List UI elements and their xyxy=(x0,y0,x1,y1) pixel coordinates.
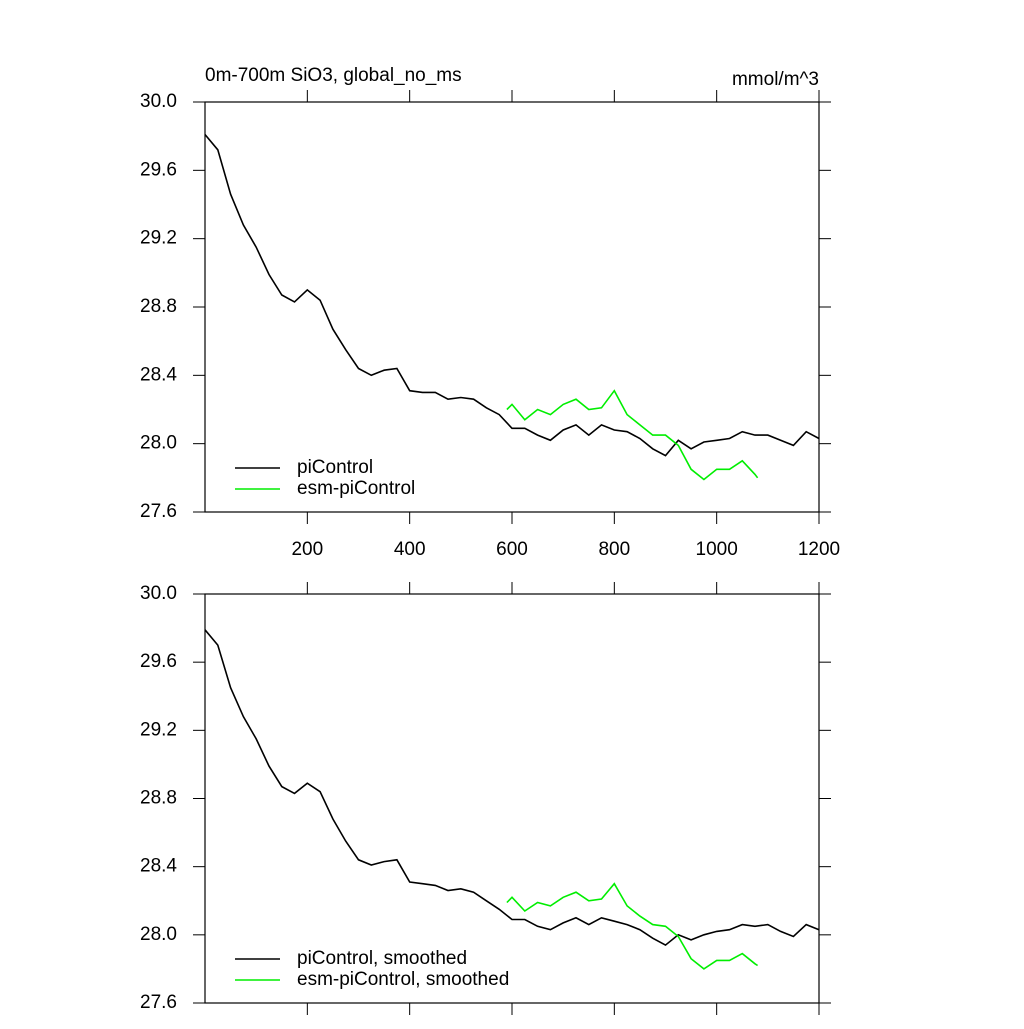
x-tick-label: 400 xyxy=(394,539,426,560)
series-line xyxy=(506,389,759,481)
x-tick-label: 1000 xyxy=(696,539,738,560)
y-tick-label: 28.8 xyxy=(140,296,177,317)
y-tick-label: 29.6 xyxy=(140,651,177,672)
legend-label: piControl xyxy=(297,457,373,478)
plot-frame xyxy=(204,593,820,1004)
y-tick-label: 28.0 xyxy=(140,433,177,454)
legend-label: piControl, smoothed xyxy=(297,948,467,969)
chart-title: 0m-700m SiO3, global_no_ms xyxy=(205,65,462,86)
x-tick-label: 600 xyxy=(496,539,528,560)
y-tick-label: 27.6 xyxy=(140,992,177,1013)
x-tick-label: 800 xyxy=(598,539,630,560)
series-line xyxy=(204,629,820,947)
legend-label: esm-piControl, smoothed xyxy=(297,969,509,990)
series-line xyxy=(506,882,759,970)
x-tick-label: 1200 xyxy=(798,539,840,560)
y-tick-label: 29.6 xyxy=(140,159,177,180)
y-tick-label: 28.8 xyxy=(140,788,177,809)
y-tick-label: 27.6 xyxy=(140,501,177,522)
y-tick-label: 30.0 xyxy=(140,583,177,604)
y-tick-label: 28.4 xyxy=(140,364,177,385)
units-label: mmol/m^3 xyxy=(732,69,819,90)
x-tick-label: 200 xyxy=(291,539,323,560)
y-tick-label: 28.0 xyxy=(140,924,177,945)
series-line xyxy=(204,133,820,457)
y-tick-label: 29.2 xyxy=(140,719,177,740)
y-tick-label: 30.0 xyxy=(140,91,177,112)
plot-frame xyxy=(204,101,820,513)
y-tick-label: 28.4 xyxy=(140,856,177,877)
legend-label: esm-piControl xyxy=(297,478,415,499)
y-tick-label: 29.2 xyxy=(140,228,177,249)
